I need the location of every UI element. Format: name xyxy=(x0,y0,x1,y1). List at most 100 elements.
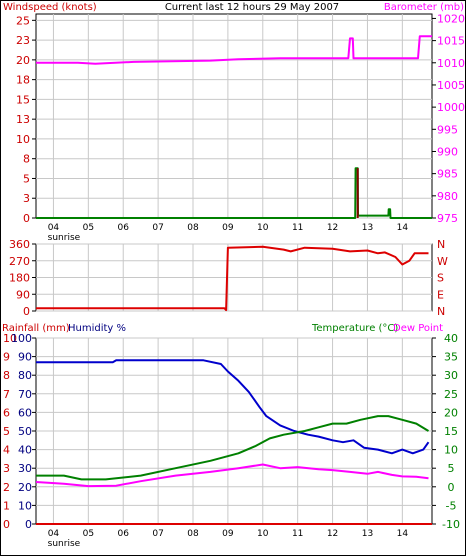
humidity-series xyxy=(36,359,430,455)
temp-x-tick-14: 14 xyxy=(397,529,409,539)
temperature-tick-35: 35 xyxy=(444,351,458,364)
rainfall-tick-1: 1 xyxy=(3,499,10,512)
temp-x-tick-13: 13 xyxy=(362,529,373,539)
chart-title: Current last 12 hours 29 May 2007 xyxy=(165,2,339,13)
rainfall-tick-7: 7 xyxy=(3,388,10,401)
humidity-tick-80: 80 xyxy=(18,369,32,382)
wind-x-tick-10: 10 xyxy=(257,223,269,233)
sunrise-label-bottom: sunrise xyxy=(48,539,81,549)
wind-x-tick-07: 07 xyxy=(152,223,163,233)
compass-tick-1: E xyxy=(437,288,444,301)
temperature-tick-0: 0 xyxy=(448,481,455,494)
rainfall-tick-9: 9 xyxy=(3,351,10,364)
barometer-tick-1015: 1015 xyxy=(437,35,465,48)
direction-tick-180: 180 xyxy=(9,272,30,285)
windspeed-tick-3: 3 xyxy=(23,192,30,205)
humidity-tick-100: 100 xyxy=(11,332,32,345)
temp-x-tick-04: 04 xyxy=(48,529,60,539)
wind-x-tick-11: 11 xyxy=(292,223,303,233)
temperature-tick--10: -10 xyxy=(442,518,460,531)
direction-series-0 xyxy=(36,245,429,312)
wind-plot-area xyxy=(35,13,433,219)
temp-x-tick-07: 07 xyxy=(152,529,163,539)
windspeed-tick-10: 10 xyxy=(16,133,30,146)
rainfall-tick-10: 10 xyxy=(3,332,17,345)
windspeed-tick-15: 15 xyxy=(16,93,30,106)
barometer-tick-985: 985 xyxy=(437,168,458,181)
humidity-tick-40: 40 xyxy=(18,444,32,457)
temp-x-tick-08: 08 xyxy=(187,529,199,539)
wind-series-0 xyxy=(36,35,432,65)
temperature-tick-15: 15 xyxy=(444,425,458,438)
barometer-tick-1020: 1020 xyxy=(437,12,465,25)
humidity-tick-60: 60 xyxy=(18,406,32,419)
rainfall-axis-title: Rainfall (mm) xyxy=(2,323,70,334)
rainfall-tick-8: 8 xyxy=(3,369,10,382)
wind-series-1 xyxy=(36,167,432,219)
temp-x-tick-05: 05 xyxy=(83,529,94,539)
temperature-tick-40: 40 xyxy=(444,332,458,345)
windspeed-axis-title: Windspeed (knots) xyxy=(3,2,97,13)
rainfall-tick-6: 6 xyxy=(3,406,10,419)
windspeed-tick-18: 18 xyxy=(16,74,30,87)
windspeed-tick-0: 0 xyxy=(23,212,30,225)
barometer-tick-1010: 1010 xyxy=(437,57,465,70)
rainfall-tick-4: 4 xyxy=(3,444,10,457)
temperature-c-series xyxy=(36,415,430,481)
temperature-tick-30: 30 xyxy=(444,369,458,382)
barometer-tick-1005: 1005 xyxy=(437,79,465,92)
barometer-tick-995: 995 xyxy=(437,123,458,136)
temp-x-tick-06: 06 xyxy=(117,529,129,539)
direction-tick-0: 0 xyxy=(23,305,30,318)
rainfall-tick-5: 5 xyxy=(3,425,10,438)
wind-x-tick-05: 05 xyxy=(83,223,94,233)
direction-tick-270: 270 xyxy=(9,255,30,268)
temperature-tick--5: -5 xyxy=(446,499,457,512)
compass-tick-3: W xyxy=(437,255,448,268)
wind-x-tick-06: 06 xyxy=(117,223,129,233)
humidity-axis-title: Humidity % xyxy=(68,323,126,334)
windspeed-tick-8: 8 xyxy=(23,153,30,166)
wind-x-tick-08: 08 xyxy=(187,223,199,233)
compass-tick-0: N xyxy=(437,305,445,318)
barometer-tick-980: 980 xyxy=(437,190,458,203)
barometer-tick-975: 975 xyxy=(437,212,458,225)
temp-x-tick-11: 11 xyxy=(292,529,303,539)
wind-x-tick-13: 13 xyxy=(362,223,373,233)
compass-tick-4: N xyxy=(437,238,445,251)
direction-tick-360: 360 xyxy=(9,238,30,251)
windspeed-tick-20: 20 xyxy=(16,54,30,67)
wind-x-tick-14: 14 xyxy=(397,223,409,233)
barometer-tick-1000: 1000 xyxy=(437,101,465,114)
sunrise-label-top: sunrise xyxy=(48,233,81,243)
temperature-tick-5: 5 xyxy=(448,462,455,475)
windspeed-tick-23: 23 xyxy=(16,34,30,47)
humidity-tick-10: 10 xyxy=(18,499,32,512)
temp-x-tick-10: 10 xyxy=(257,529,269,539)
humidity-tick-70: 70 xyxy=(18,388,32,401)
wind-x-tick-09: 09 xyxy=(222,223,234,233)
temp-x-tick-12: 12 xyxy=(327,529,338,539)
barometer-axis-title: Barometer (mb) xyxy=(384,2,464,13)
temperature-tick-10: 10 xyxy=(444,444,458,457)
humidity-tick-20: 20 xyxy=(18,481,32,494)
direction-tick-90: 90 xyxy=(16,288,30,301)
temperature-tick-20: 20 xyxy=(444,406,458,419)
windspeed-tick-5: 5 xyxy=(23,172,30,185)
temperature-axis-title: Temperature (°C) xyxy=(311,323,398,334)
barometer-tick-990: 990 xyxy=(437,145,458,158)
rainfall-tick-3: 3 xyxy=(3,462,10,475)
temperature-tick-25: 25 xyxy=(444,388,458,401)
rainfall-tick-0: 0 xyxy=(3,518,10,531)
compass-tick-2: S xyxy=(437,272,444,285)
wind-x-tick-04: 04 xyxy=(48,223,60,233)
temp-x-tick-09: 09 xyxy=(222,529,234,539)
windspeed-tick-13: 13 xyxy=(16,113,30,126)
humidity-tick-0: 0 xyxy=(25,518,32,531)
dewpoint-axis-title: Dew Point xyxy=(393,323,443,334)
dew-point-series xyxy=(35,463,429,488)
humidity-tick-90: 90 xyxy=(18,351,32,364)
rainfall-tick-2: 2 xyxy=(3,481,10,494)
humidity-tick-50: 50 xyxy=(18,425,32,438)
